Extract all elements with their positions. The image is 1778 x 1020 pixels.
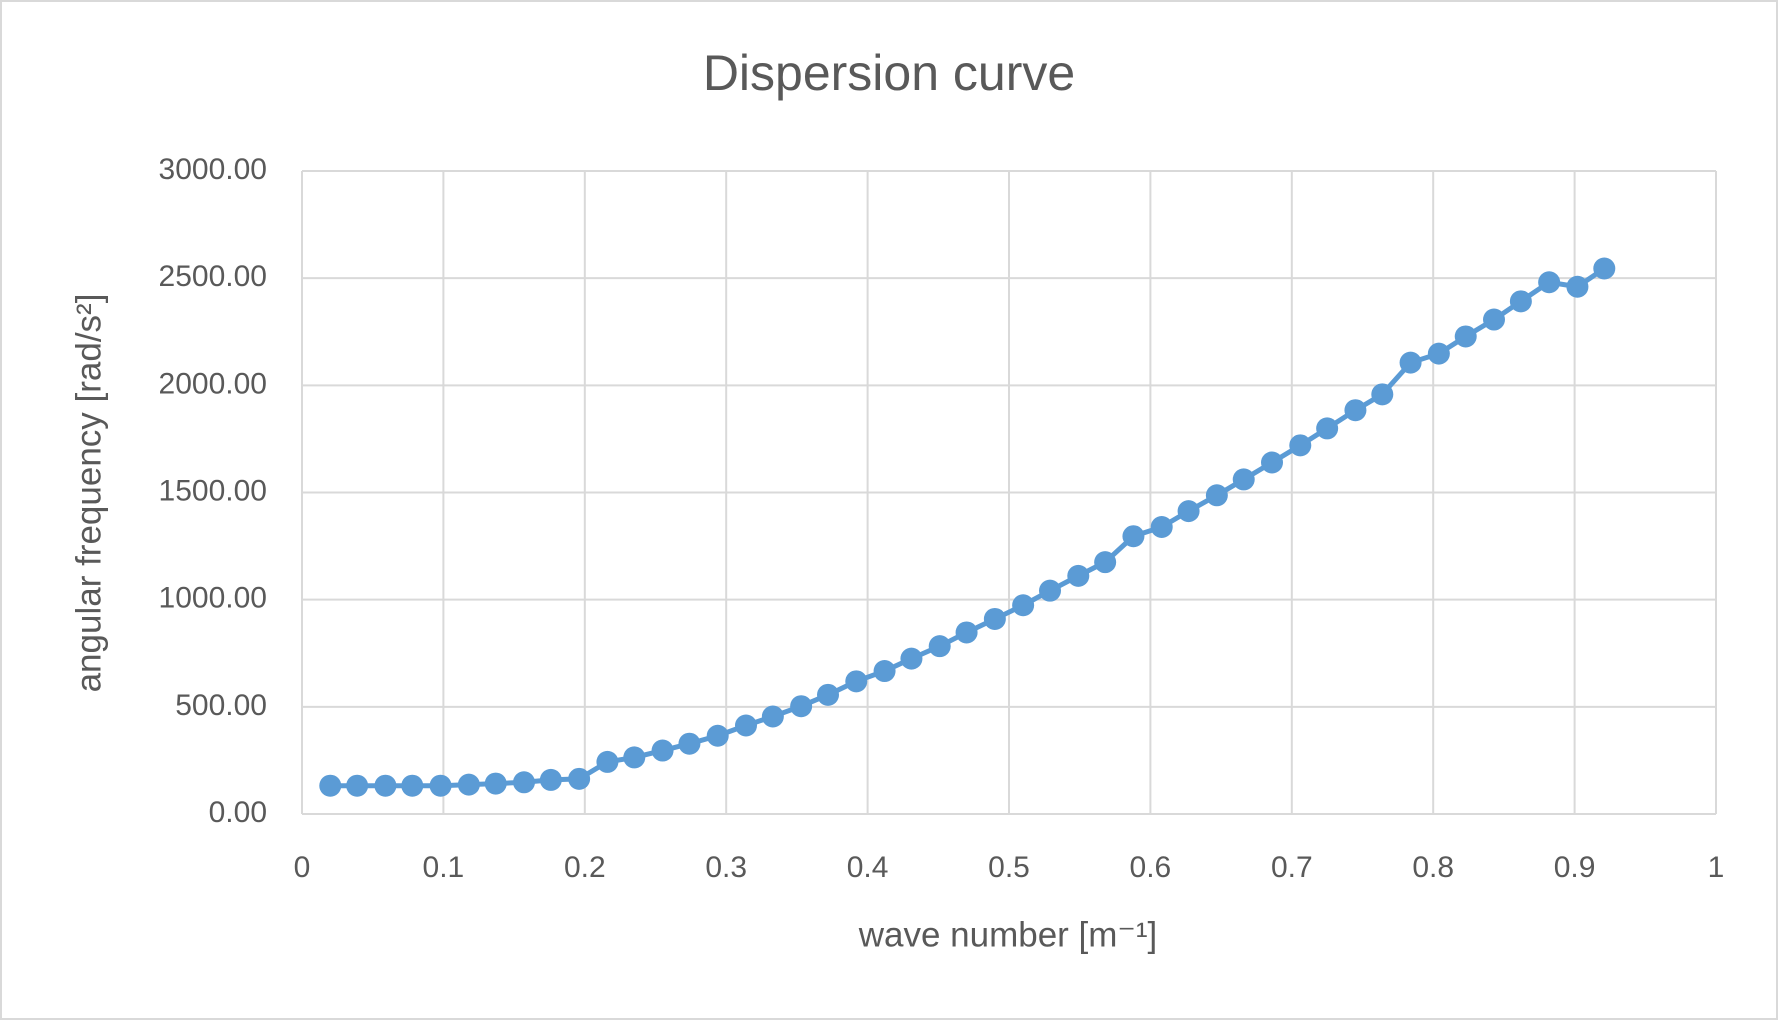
data-point [1483, 308, 1506, 331]
y-tick-label: 1000.00 [159, 582, 267, 615]
data-point [1150, 516, 1173, 539]
data-point [1289, 434, 1312, 457]
data-point [1205, 484, 1228, 507]
data-point [346, 774, 369, 797]
data-point [845, 670, 868, 693]
data-point [374, 774, 397, 797]
data-point [319, 774, 342, 797]
data-point [900, 647, 923, 670]
data-point [1316, 417, 1339, 440]
x-axis-title: wave number [m⁻¹] [858, 915, 1158, 954]
data-point [1039, 579, 1062, 602]
data-point [1427, 342, 1450, 365]
data-point [1344, 399, 1367, 422]
y-tick-label: 1500.00 [159, 474, 267, 507]
x-tick-label: 0 [294, 851, 311, 884]
x-tick-label: 0.5 [988, 851, 1030, 884]
x-tick-label: 0.6 [1130, 851, 1172, 884]
data-point [1399, 351, 1422, 374]
data-point [1094, 551, 1117, 574]
data-point [429, 774, 452, 797]
x-tick-label: 0.2 [564, 851, 606, 884]
data-point [651, 739, 674, 762]
data-point [706, 724, 729, 747]
data-point [1454, 325, 1477, 348]
x-tick-label: 1 [1708, 851, 1725, 884]
data-point [484, 772, 507, 795]
data-point [1232, 468, 1255, 491]
y-tick-label: 2000.00 [159, 367, 267, 400]
data-point [596, 750, 619, 773]
x-tick-label: 0.1 [423, 851, 465, 884]
data-point [1509, 290, 1532, 313]
y-tick-label: 0.00 [209, 796, 267, 829]
data-point [734, 714, 757, 737]
y-axis-title: angular frequency [rad/s²] [69, 294, 108, 693]
chart-title: Dispersion curve [703, 45, 1075, 101]
data-point [1566, 275, 1589, 298]
data-point [1261, 451, 1284, 474]
data-point [401, 774, 424, 797]
data-point [873, 660, 896, 683]
data-point [761, 705, 784, 728]
data-point [623, 746, 646, 769]
data-point [983, 607, 1006, 630]
data-point [1538, 271, 1561, 294]
x-tick-label: 0.7 [1271, 851, 1313, 884]
data-point [568, 767, 591, 790]
data-point [512, 771, 535, 794]
data-point [1177, 500, 1200, 523]
data-point [1012, 594, 1035, 617]
data-point [1067, 564, 1090, 587]
data-point [678, 732, 701, 755]
x-tick-label: 0.3 [705, 851, 747, 884]
data-point [539, 768, 562, 791]
data-point [928, 635, 951, 658]
data-point [1122, 525, 1145, 548]
data-point [457, 773, 480, 796]
y-tick-label: 3000.00 [159, 153, 267, 186]
x-tick-label: 0.4 [847, 851, 889, 884]
y-tick-label: 500.00 [175, 689, 267, 722]
data-point [790, 695, 813, 718]
x-tick-label: 0.9 [1554, 851, 1596, 884]
data-point [1371, 383, 1394, 406]
data-point [955, 621, 978, 644]
data-point [1593, 257, 1616, 280]
x-tick-label: 0.8 [1412, 851, 1454, 884]
data-point [817, 683, 840, 706]
y-tick-label: 2500.00 [159, 260, 267, 293]
